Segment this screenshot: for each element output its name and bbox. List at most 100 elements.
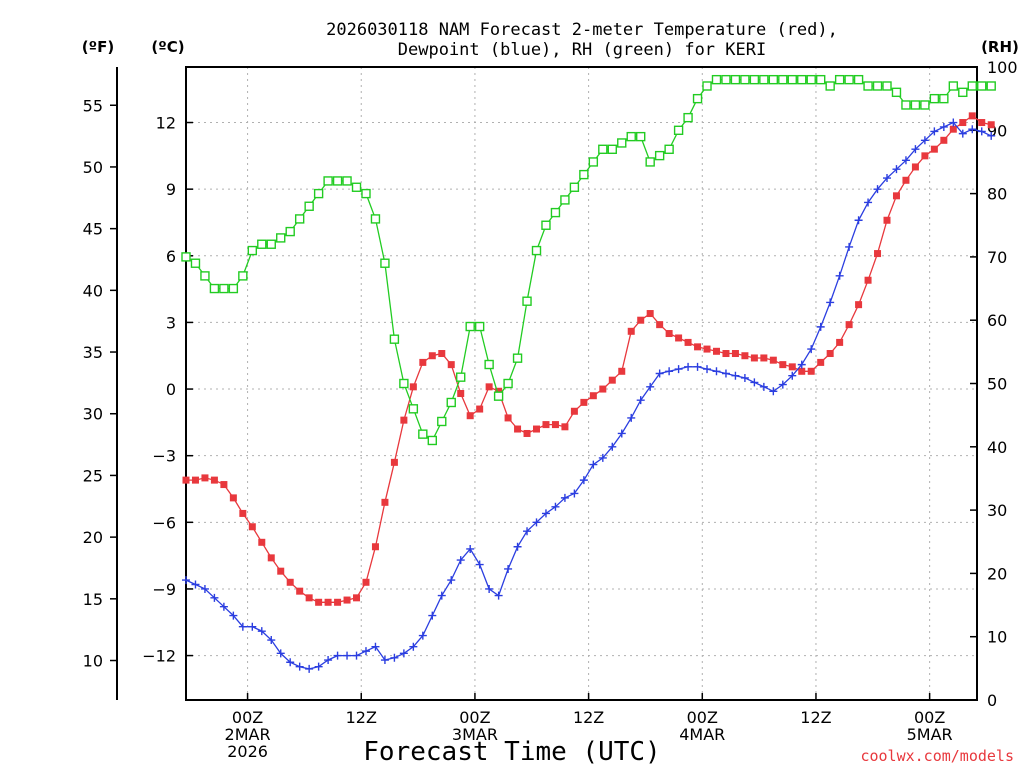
temperature-point xyxy=(892,192,900,200)
rh-tick-label: 100 xyxy=(987,58,1018,77)
f-tick-label: 45 xyxy=(83,220,103,239)
rh-point xyxy=(806,74,816,85)
temperature-point xyxy=(589,392,597,400)
rh-point xyxy=(939,93,949,104)
temperature-point xyxy=(949,125,957,133)
dewpoint-point xyxy=(636,396,645,405)
c-tick-label: 0 xyxy=(166,380,176,399)
rh-tick-label: 60 xyxy=(987,311,1007,330)
c-tick-label: 12 xyxy=(156,114,176,133)
temperature-point xyxy=(703,345,711,353)
dewpoint-point xyxy=(797,360,806,369)
temperature-point xyxy=(646,310,654,318)
x-axis-title: Forecast Time (UTC) xyxy=(363,737,660,767)
f-tick-label: 40 xyxy=(83,281,103,300)
dewpoint-point xyxy=(721,369,730,378)
dewpoint-point xyxy=(532,518,541,527)
dewpoint-point xyxy=(257,627,266,636)
rh-tick-label: 30 xyxy=(987,501,1007,520)
dewpoint-point xyxy=(267,636,276,645)
dewpoint-point xyxy=(598,453,607,462)
rh-point xyxy=(759,74,769,85)
temperature-point xyxy=(599,385,607,393)
rh-point xyxy=(844,74,854,85)
dewpoint-point xyxy=(759,382,768,391)
dewpoint-point xyxy=(646,382,655,391)
rh-point xyxy=(929,93,940,104)
rh-point xyxy=(645,157,655,167)
dewpoint-point xyxy=(305,664,314,673)
rh-point xyxy=(266,239,276,249)
temperature-point xyxy=(551,421,559,429)
rh-point xyxy=(607,144,617,154)
dewpoint-point xyxy=(949,118,958,127)
rh-point xyxy=(787,74,797,85)
temperature-point xyxy=(258,538,266,546)
rh-point xyxy=(503,378,513,389)
temperature-point xyxy=(618,367,626,375)
rh-point xyxy=(636,131,646,142)
x-tick-label: 2026 xyxy=(227,742,268,761)
dewpoint-point xyxy=(418,631,427,640)
rh-point xyxy=(474,321,485,332)
rh-point xyxy=(664,144,674,154)
rh-tick-label: 80 xyxy=(987,185,1007,204)
temperature-point xyxy=(911,163,919,171)
rh-point xyxy=(484,359,494,370)
rh-point xyxy=(522,296,532,306)
rh-point xyxy=(238,271,248,281)
rh-point xyxy=(711,74,722,85)
rh-point xyxy=(891,87,902,98)
dewpoint-point xyxy=(570,489,579,498)
dewpoint-point xyxy=(883,174,892,183)
f-tick-label: 55 xyxy=(83,96,103,115)
temperature-point xyxy=(741,352,749,360)
rh-point xyxy=(768,74,779,85)
dewpoint-point xyxy=(295,662,304,671)
temperature-point xyxy=(466,412,474,420)
rh-point xyxy=(702,81,712,91)
dewpoint-point xyxy=(485,584,494,593)
temperature-point xyxy=(817,358,825,366)
chart-subtitle: Dewpoint (blue), RH (green) for KERI xyxy=(398,40,766,60)
temperature-point xyxy=(731,350,739,358)
temperature-point xyxy=(400,416,408,424)
rh-point xyxy=(598,144,608,154)
temperature-point xyxy=(514,425,522,433)
dewpoint-point xyxy=(958,129,967,138)
temperature-point xyxy=(409,383,417,391)
x-tick-label: 2MAR xyxy=(225,725,271,744)
dewpoint-point xyxy=(504,564,513,573)
x-tick-label: 3MAR xyxy=(452,725,498,744)
dewpoint-point xyxy=(807,345,816,354)
temperature-point xyxy=(239,509,247,517)
dewpoint-point xyxy=(674,365,683,374)
rh-point xyxy=(408,404,419,414)
dewpoint-point xyxy=(703,365,712,374)
temperature-point xyxy=(334,598,342,606)
rh-point xyxy=(361,188,371,199)
f-tick-label: 25 xyxy=(83,466,103,485)
rh-point xyxy=(853,74,864,85)
dewpoint-point xyxy=(911,145,920,154)
temperature-point xyxy=(580,398,588,406)
temperature-point xyxy=(324,598,332,606)
dewpoint-point xyxy=(447,576,456,585)
x-tick-label: 12Z xyxy=(346,708,377,727)
dewpoint-point xyxy=(541,509,550,518)
rh-point xyxy=(541,220,551,230)
dewpoint-point xyxy=(684,362,693,371)
temperature-point xyxy=(637,316,645,324)
rh-point xyxy=(389,334,400,344)
rh-point xyxy=(815,74,826,85)
temperature-point xyxy=(201,474,209,482)
rh-point xyxy=(209,283,220,294)
temperature-point xyxy=(779,361,787,369)
rh-point xyxy=(654,150,665,161)
unit-celsius-label: (ºC) xyxy=(151,38,184,56)
rh-point xyxy=(332,176,343,186)
temperature-point xyxy=(495,387,503,395)
dewpoint-point xyxy=(816,322,825,331)
c-tick-label: −3 xyxy=(152,447,176,466)
dewpoint-point xyxy=(939,122,948,131)
